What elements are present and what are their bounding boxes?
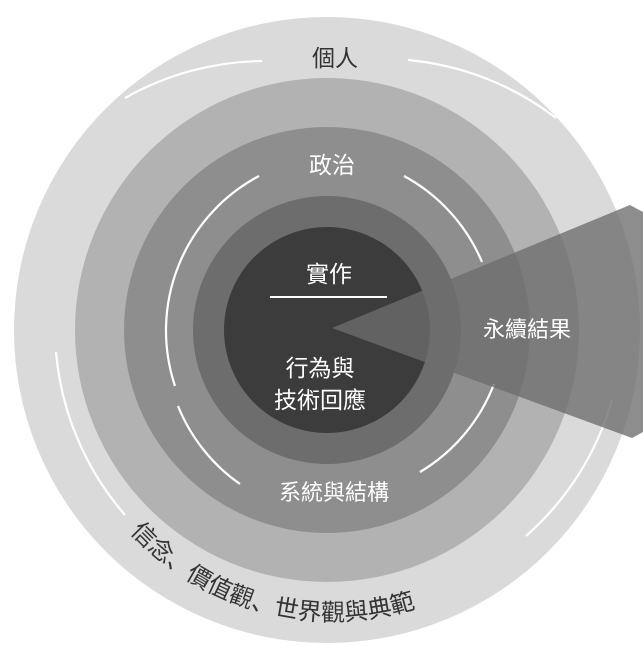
outer-arc-right [407,58,557,119]
outer-arc-left-side [54,351,126,516]
sustainability-label: 永續結果 [483,318,571,343]
politics-label: 政治 [309,153,355,179]
ring-practice [224,227,430,433]
systems-label: 系統與結構 [279,481,389,506]
individual-label: 個人 [312,46,358,72]
practice-label: 實作 [306,262,352,288]
outer-arc-left [124,59,263,99]
inner-arc-right-bottom [419,383,496,473]
practice-sub-line1: 行為與 [286,356,355,382]
inner-arc-left-top [164,175,260,387]
inner-arc-right-top [403,175,484,263]
inner-arc-left-bottom [176,405,241,485]
practice-sub-line2: 技術回應 [274,388,366,414]
sustainability-wedge [332,205,643,438]
